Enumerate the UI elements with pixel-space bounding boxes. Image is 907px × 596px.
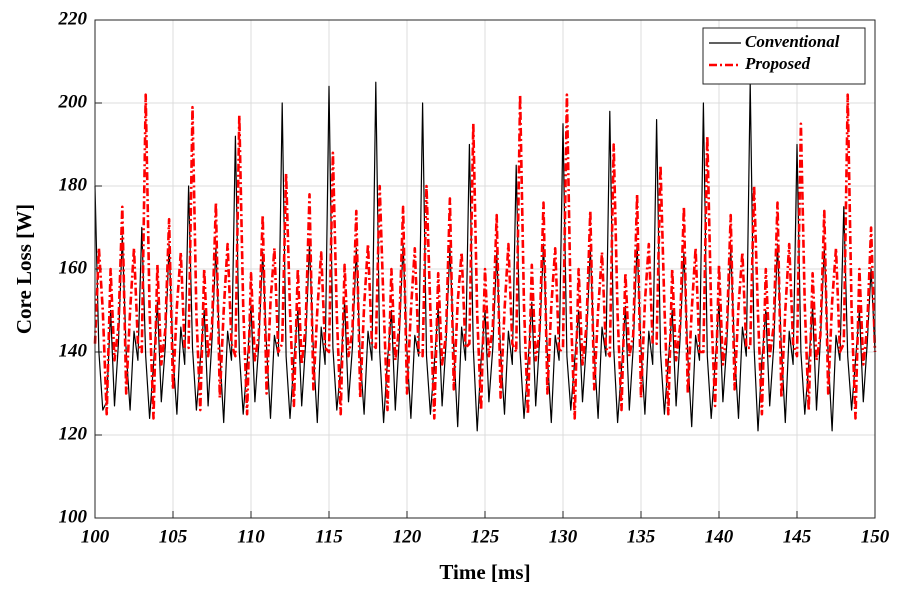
y-axis-label: Core Loss [W] bbox=[12, 204, 36, 334]
y-tick-label: 160 bbox=[59, 257, 88, 278]
x-tick-label: 140 bbox=[705, 526, 734, 547]
y-tick-label: 200 bbox=[58, 91, 88, 112]
y-tick-label: 220 bbox=[58, 8, 88, 29]
x-tick-label: 115 bbox=[315, 526, 343, 547]
x-tick-label: 110 bbox=[237, 526, 265, 547]
plot-area bbox=[93, 81, 877, 432]
y-tick-label: 180 bbox=[59, 174, 88, 195]
x-tick-label: 105 bbox=[159, 526, 188, 547]
legend: Conventional Proposed bbox=[702, 27, 866, 85]
legend-label: Conventional bbox=[745, 32, 840, 51]
x-tick-label: 100 bbox=[81, 526, 110, 547]
x-tick-label: 150 bbox=[861, 526, 890, 547]
legend-box bbox=[702, 27, 866, 85]
x-tick-label: 120 bbox=[393, 526, 422, 547]
x-tick-label: 125 bbox=[471, 526, 500, 547]
y-tick-label: 100 bbox=[59, 506, 88, 527]
y-tick-label: 140 bbox=[59, 340, 88, 361]
series-line bbox=[93, 93, 877, 420]
x-tick-label: 135 bbox=[627, 526, 656, 547]
x-tick-label: 145 bbox=[783, 526, 812, 547]
y-tick-label: 120 bbox=[59, 423, 88, 444]
x-tick-label: 130 bbox=[549, 526, 578, 547]
legend-label: Proposed bbox=[744, 54, 811, 73]
axes-box bbox=[94, 19, 876, 519]
x-axis-label: Time [ms] bbox=[439, 560, 530, 584]
